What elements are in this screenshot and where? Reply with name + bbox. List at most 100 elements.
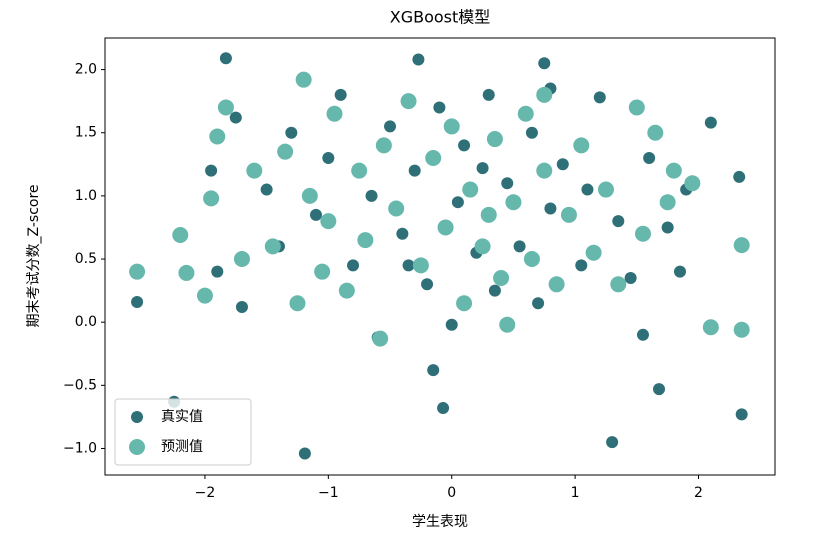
point: [217, 99, 234, 116]
point: [203, 190, 220, 207]
point: [513, 240, 526, 253]
point: [301, 187, 318, 204]
point: [636, 328, 649, 341]
x-tick-label: −2: [195, 485, 216, 501]
point: [735, 408, 748, 421]
point: [456, 295, 473, 312]
point: [260, 183, 273, 196]
y-axis-label: 期末考试分数_Z-score: [26, 184, 42, 327]
point: [702, 319, 719, 336]
legend-label: 预测值: [161, 439, 203, 455]
point: [375, 137, 392, 154]
point: [322, 151, 335, 164]
point: [295, 71, 312, 88]
point: [612, 215, 625, 228]
point: [309, 208, 322, 221]
point: [209, 128, 226, 145]
point: [493, 269, 510, 286]
point: [517, 105, 534, 122]
point: [548, 276, 565, 293]
point: [427, 364, 440, 377]
point: [476, 162, 489, 175]
point: [480, 206, 497, 223]
point: [334, 88, 347, 101]
point: [536, 86, 553, 103]
point: [285, 126, 298, 139]
point: [505, 194, 522, 211]
point: [365, 189, 378, 202]
point: [229, 111, 242, 124]
point: [131, 295, 144, 308]
legend-marker: [131, 411, 143, 423]
point: [437, 219, 454, 236]
point: [443, 118, 460, 135]
point: [643, 151, 656, 164]
point: [733, 237, 750, 254]
point: [264, 238, 281, 255]
point: [314, 263, 331, 280]
y-tick-label: 2.0: [75, 62, 97, 78]
point: [661, 221, 674, 234]
point: [178, 264, 195, 281]
point: [458, 139, 471, 152]
point: [575, 259, 588, 272]
point: [665, 162, 682, 179]
point: [219, 52, 232, 65]
point: [593, 91, 606, 104]
plot-frame: [104, 37, 776, 476]
x-tick-label: 1: [571, 485, 580, 501]
point: [445, 318, 458, 331]
point: [289, 295, 306, 312]
point: [733, 170, 746, 183]
point: [628, 99, 645, 116]
point: [556, 158, 569, 171]
point: [523, 251, 540, 268]
point: [606, 436, 619, 449]
point: [351, 162, 368, 179]
point: [634, 225, 651, 242]
point: [347, 259, 360, 272]
point: [233, 251, 250, 268]
point: [412, 53, 425, 66]
legend-box: [114, 398, 252, 466]
y-tick-label: 1.0: [75, 188, 97, 204]
point: [581, 183, 594, 196]
point: [684, 175, 701, 192]
point: [425, 149, 442, 166]
point: [538, 57, 551, 70]
legend-marker: [129, 439, 145, 455]
point: [402, 259, 415, 272]
point: [462, 181, 479, 198]
point: [246, 162, 263, 179]
point: [733, 321, 750, 338]
chart-title: XGBoost模型: [390, 8, 491, 27]
y-tick-label: 0.5: [75, 251, 97, 267]
point: [205, 164, 218, 177]
point: [501, 177, 514, 190]
point: [610, 276, 627, 293]
point: [384, 120, 397, 133]
point: [525, 126, 538, 139]
point: [653, 383, 666, 396]
point: [437, 402, 450, 415]
point: [647, 124, 664, 141]
point: [433, 101, 446, 114]
point: [585, 244, 602, 261]
point: [388, 200, 405, 217]
point: [338, 282, 355, 299]
point: [474, 238, 491, 255]
point: [357, 232, 374, 249]
point: [482, 88, 495, 101]
point: [129, 263, 146, 280]
point: [372, 330, 389, 347]
point: [532, 297, 545, 310]
y-tick-label: 1.5: [75, 125, 97, 141]
legend-label: 真实值: [161, 409, 203, 425]
point: [544, 202, 557, 215]
y-tick-label: −1.0: [63, 440, 97, 456]
point: [597, 181, 614, 198]
x-tick-label: 0: [447, 485, 456, 501]
point: [486, 131, 503, 148]
